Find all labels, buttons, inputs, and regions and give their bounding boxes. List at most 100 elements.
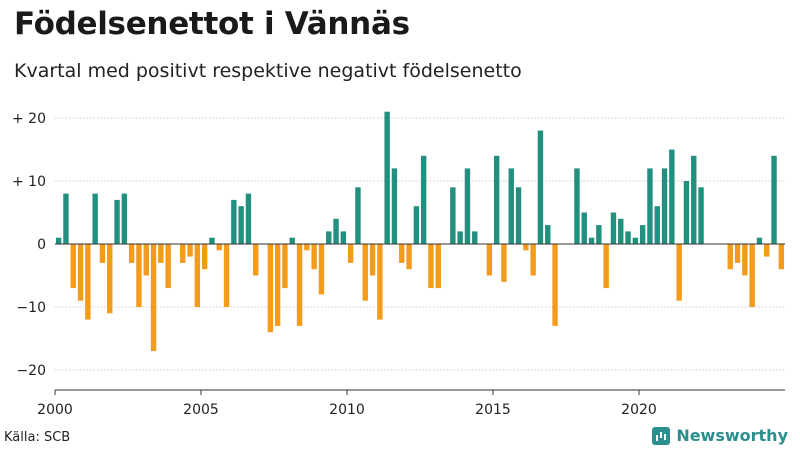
- bar: [435, 244, 441, 289]
- bar: [377, 244, 383, 320]
- bar: [501, 244, 507, 282]
- bar: [683, 181, 690, 244]
- x-tick-label: 2020: [621, 402, 657, 418]
- bar: [55, 237, 62, 244]
- bar: [661, 168, 668, 244]
- bar: [734, 244, 741, 263]
- bar: [647, 168, 653, 244]
- bar: [749, 244, 755, 307]
- bar: [581, 212, 587, 244]
- bar: [333, 218, 339, 244]
- bar: [282, 244, 288, 289]
- bar: [128, 244, 135, 263]
- bar: [472, 231, 478, 244]
- bar: [92, 193, 98, 244]
- y-tick-label: 0: [37, 237, 46, 253]
- chart-subtitle: Kvartal med positivt respektive negativt…: [14, 60, 522, 82]
- bar: [326, 231, 332, 244]
- y-tick-label: + 10: [12, 174, 46, 190]
- x-axis: 2000 2005 2010 2015 2020: [37, 389, 785, 418]
- bar: [639, 225, 646, 244]
- brand-logo: Newsworthy: [652, 426, 788, 445]
- bar: [231, 199, 237, 244]
- bar: [756, 237, 763, 244]
- bar: [413, 206, 420, 244]
- bar: [311, 244, 317, 270]
- bar: [267, 244, 274, 333]
- bar: [464, 168, 471, 244]
- bar-chart-icon: [652, 426, 671, 445]
- bar: [121, 193, 128, 244]
- bar: [238, 206, 244, 244]
- bar: [457, 231, 463, 244]
- bar: [669, 149, 675, 244]
- bar: [508, 168, 514, 244]
- bar: [253, 244, 259, 276]
- bar: [296, 244, 303, 326]
- bar: [618, 218, 624, 244]
- bar: [136, 244, 142, 307]
- bars: [55, 111, 785, 352]
- bar: [523, 244, 529, 251]
- bar: [515, 187, 522, 244]
- bar: [85, 244, 91, 320]
- bar: [114, 199, 120, 244]
- y-tick-label: + 20: [12, 111, 46, 127]
- bar: [493, 155, 500, 244]
- x-tick-label: 2015: [475, 402, 511, 418]
- bar: [654, 206, 660, 244]
- y-tick-label: −10: [16, 300, 46, 316]
- y-axis-labels: + 20 + 10 0 −10 −20: [12, 111, 46, 379]
- bar: [691, 155, 697, 244]
- bar: [406, 244, 412, 270]
- bar: [369, 244, 376, 276]
- bar: [201, 244, 208, 270]
- source-note: Källa: SCB: [4, 430, 71, 445]
- x-tick-label: 2010: [329, 402, 365, 418]
- bar: [304, 244, 310, 251]
- bar: [143, 244, 149, 276]
- bar: [537, 130, 544, 244]
- bar: [552, 244, 558, 326]
- bar: [764, 244, 770, 257]
- bar: [384, 111, 390, 244]
- bar: [362, 244, 368, 301]
- bar: [340, 231, 347, 244]
- bar: [420, 155, 427, 244]
- brand-name: Newsworthy: [676, 426, 788, 445]
- bar: [355, 187, 361, 244]
- bar: [588, 237, 595, 244]
- bar: [180, 244, 186, 263]
- bar: [274, 244, 281, 326]
- bar: [399, 244, 405, 263]
- bar: [676, 244, 682, 301]
- bar: [77, 244, 84, 301]
- bar: [727, 244, 733, 270]
- bar: [63, 193, 69, 244]
- bar: [545, 225, 551, 244]
- bar: [318, 244, 325, 295]
- bar: [596, 225, 602, 244]
- bar: [289, 237, 295, 244]
- bar: [187, 244, 193, 257]
- gridlines: [55, 117, 785, 371]
- x-tick-label: 2005: [183, 402, 219, 418]
- bar: [209, 237, 215, 244]
- bar: [428, 244, 434, 289]
- bar: [194, 244, 201, 307]
- bar: [223, 244, 230, 307]
- bar: [742, 244, 748, 276]
- bar: [391, 168, 398, 244]
- bar: [245, 193, 252, 244]
- x-tick-label: 2000: [37, 402, 73, 418]
- bar: [603, 244, 609, 289]
- bar: [216, 244, 222, 251]
- bar: [632, 237, 639, 244]
- bar: [150, 244, 157, 352]
- bar: [486, 244, 493, 276]
- bar: [347, 244, 354, 263]
- bar: [107, 244, 113, 314]
- bar: [165, 244, 171, 289]
- bar: [99, 244, 106, 263]
